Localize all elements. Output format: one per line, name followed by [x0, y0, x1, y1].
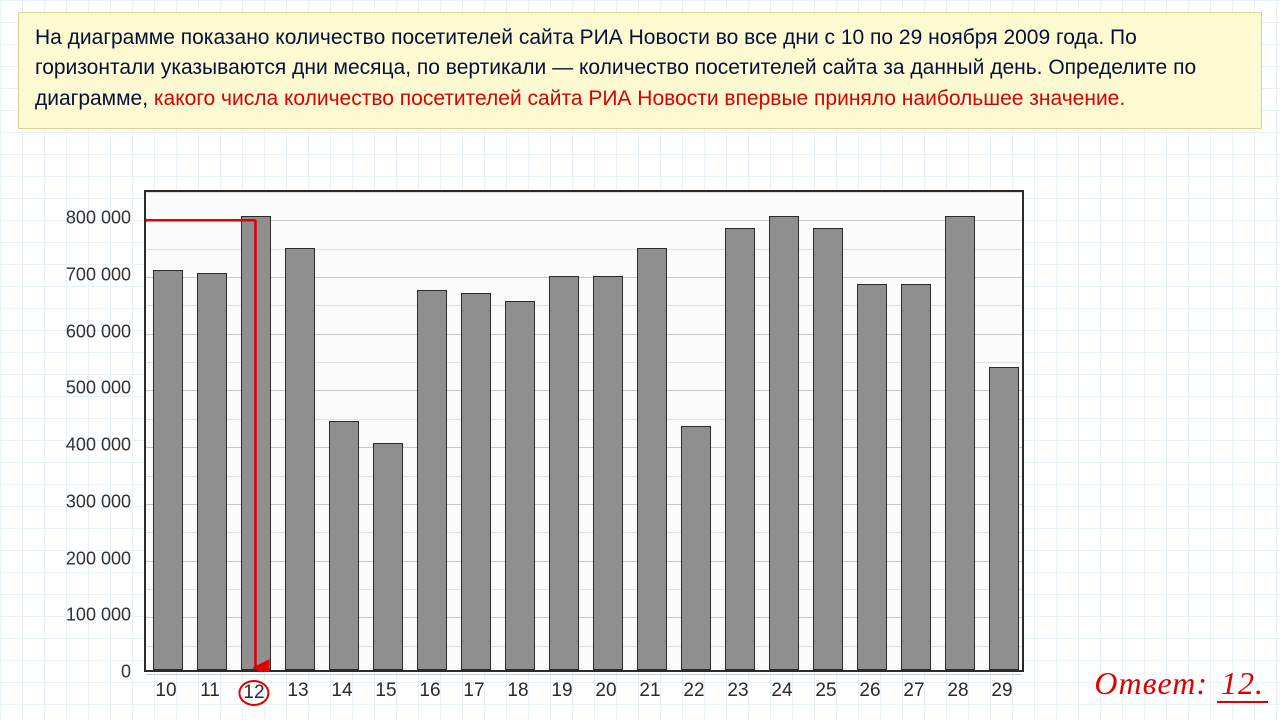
answer-label: Ответ:	[1094, 665, 1208, 701]
x-tick-label: 21	[639, 680, 660, 702]
x-tick-label: 29	[991, 680, 1012, 702]
y-tick-label: 500 000	[66, 378, 131, 399]
question-text-highlight: какого числа количество посетителей сайт…	[154, 87, 1125, 110]
x-tick-label: 10	[155, 680, 176, 702]
answer-text: Ответ: 12.	[1094, 665, 1268, 702]
x-tick-label: 20	[595, 680, 616, 702]
chart-annotation	[146, 192, 1022, 672]
x-tick-label: 11	[200, 680, 220, 702]
y-tick-label: 100 000	[66, 605, 131, 626]
y-axis-labels: 0100 000200 000300 000400 000500 000600 …	[24, 190, 139, 672]
x-tick-label: 19	[551, 680, 572, 702]
x-tick-label-highlighted: 12	[238, 680, 269, 706]
y-tick-label: 300 000	[66, 491, 131, 512]
x-tick-label: 25	[815, 680, 836, 702]
x-tick-label: 27	[903, 680, 924, 702]
y-tick-label: 800 000	[66, 208, 131, 229]
x-tick-label: 28	[947, 680, 968, 702]
x-tick-label: 26	[859, 680, 880, 702]
x-tick-label: 13	[287, 680, 308, 702]
y-tick-label: 700 000	[66, 265, 131, 286]
x-tick-label: 16	[419, 680, 440, 702]
x-tick-label: 22	[683, 680, 704, 702]
chart-plot-area	[144, 190, 1024, 672]
y-tick-label: 400 000	[66, 435, 131, 456]
question-box: На диаграмме показано количество посетит…	[18, 12, 1262, 129]
x-tick-label: 17	[463, 680, 484, 702]
answer-value: 12.	[1217, 665, 1268, 703]
y-tick-label: 600 000	[66, 321, 131, 342]
x-tick-label: 24	[771, 680, 792, 702]
y-tick-label: 200 000	[66, 548, 131, 569]
x-tick-label: 23	[727, 680, 748, 702]
x-tick-label: 15	[375, 680, 396, 702]
x-tick-label: 18	[507, 680, 528, 702]
visitors-chart: 0 100 000 200 000 300 000 400 000 500 000 600 …	[24, 190, 1024, 710]
x-axis-labels: 10 11 12 13 14 15 16 17 18 19 20 21 22 23 24 25 26 27 28 29	[144, 676, 1024, 710]
x-tick-label: 14	[331, 680, 352, 702]
y-tick-label: 0	[121, 662, 131, 683]
